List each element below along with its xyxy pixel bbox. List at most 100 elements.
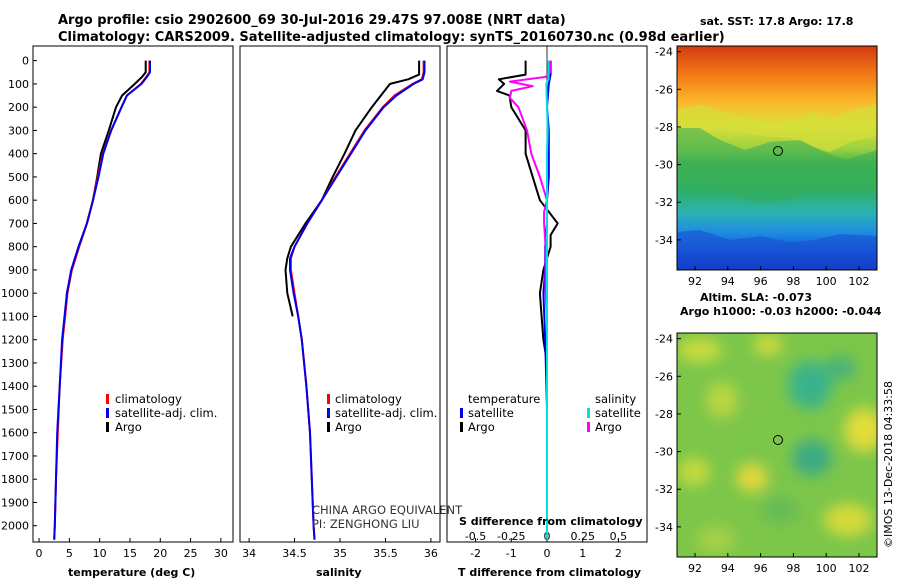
salinity-legend: climatology satellite-adj. clim. Argo (327, 392, 437, 434)
map-x-tick-label: 100 (816, 562, 837, 575)
map-y-tick-label: -26 (655, 370, 673, 383)
legend-satellite-label: satellite-adj. clim. (115, 406, 217, 420)
sst-yellow-lobe (677, 104, 877, 152)
map-y-tick-label: -28 (655, 408, 673, 421)
s-tick-label: -0.25 (497, 530, 525, 543)
s-tick-label: 0.25 (570, 530, 595, 543)
map-y-tick-label: -24 (655, 333, 673, 346)
x-tick-label: 0 (544, 547, 551, 560)
legend-climatology-label: climatology (115, 392, 182, 406)
legend-t-satellite-label: satellite (468, 406, 514, 420)
temperature-legend: climatology satellite-adj. clim. Argo (106, 392, 217, 434)
depth-tick-label: 1700 (1, 450, 29, 463)
sla-blob (824, 504, 872, 536)
map-x-tick-label: 92 (688, 275, 702, 288)
sla-map-title-1: Altim. SLA: -0.073 (700, 291, 812, 304)
owner-line-2: PI: ZENGHONG LIU (312, 517, 420, 531)
map-y-tick-label: -26 (655, 83, 673, 96)
map-x-tick-label: 102 (848, 275, 869, 288)
map-x-tick-label: 94 (721, 562, 735, 575)
x-tick-label: 36 (424, 547, 438, 560)
legend-s-satellite-swatch (587, 408, 590, 418)
temperature-xlabel: temperature (deg C) (68, 566, 195, 579)
sla-blob (706, 382, 738, 418)
sla-blob (788, 361, 832, 409)
map-x-tick-label: 96 (754, 562, 768, 575)
depth-tick-label: 500 (8, 171, 29, 184)
s-satellite-difference-line (545, 60, 550, 540)
map-y-tick-label: -34 (655, 521, 673, 534)
legend-s-argo-swatch (587, 422, 590, 432)
map-y-tick-label: -30 (655, 446, 673, 459)
x-tick-label: 15 (123, 547, 137, 560)
map-y-tick-label: -30 (655, 159, 673, 172)
sla-y-axis: -24 -26 -28 -30 -32 -34 (655, 333, 681, 534)
satellite-adj-clim--salinity-line (289, 60, 426, 540)
sla-map (677, 333, 877, 557)
sst-x-axis: 92 94 96 98 100 102 (688, 266, 869, 288)
depth-tick-label: 0 (22, 55, 29, 68)
t-difference-xlabel: T difference from climatology (458, 566, 641, 579)
sla-blob (678, 458, 710, 486)
depth-tick-label: 800 (8, 241, 29, 254)
sla-map-title-2: Argo h1000: -0.03 h2000: -0.044 (680, 305, 882, 318)
map-x-tick-label: 96 (754, 275, 768, 288)
legend-climatology-swatch (106, 394, 109, 404)
title-line-2: Climatology: CARS2009. Satellite-adjuste… (58, 30, 725, 45)
imos-stamp: ©IMOS 13-Dec-2018 04:33:58 (882, 381, 895, 548)
t-argo-difference-line (496, 60, 559, 364)
x-tick-label: 1 (579, 547, 586, 560)
legend-t-argo-label: Argo (468, 420, 495, 434)
x-tick-label: 35.5 (373, 547, 398, 560)
depth-tick-label: 600 (8, 194, 29, 207)
depth-tick-label: 1200 (1, 334, 29, 347)
depth-tick-label: 1000 (1, 287, 29, 300)
sla-blob (844, 408, 877, 452)
legend-temperature-title: temperature (468, 392, 540, 406)
sla-blob (792, 440, 832, 476)
x-tick-label: -1 (506, 547, 517, 560)
depth-tick-label: 1800 (1, 473, 29, 486)
sla-blob (678, 338, 722, 362)
map-y-tick-label: -28 (655, 121, 673, 134)
map-x-tick-label: 98 (786, 562, 800, 575)
depth-tick-label: 400 (8, 148, 29, 161)
float-location-marker (773, 435, 783, 445)
x-tick-label: 20 (153, 547, 167, 560)
legend-salinity-title: salinity (595, 392, 636, 406)
sst-blue-band (677, 230, 877, 270)
sst-map (677, 46, 877, 270)
sst-y-axis: -24 -26 -28 -30 -32 -34 (655, 46, 681, 247)
legend-climatology-swatch (327, 394, 330, 404)
map-y-tick-label: -34 (655, 234, 673, 247)
x-tick-label: 5 (66, 547, 73, 560)
sst-map-title: sat. SST: 17.8 Argo: 17.8 (700, 15, 853, 28)
satellite-adj-clim--temperature-line (53, 60, 151, 540)
depth-tick-label: 1300 (1, 357, 29, 370)
sla-anomaly-blobs (678, 335, 877, 554)
sla-blob (736, 464, 768, 492)
legend-argo-swatch (106, 422, 109, 432)
legend-argo-swatch (327, 422, 330, 432)
sst-map-frame (676, 45, 878, 271)
depth-tick-label: 1600 (1, 427, 29, 440)
map-x-tick-label: 94 (721, 275, 735, 288)
map-y-tick-label: -32 (655, 196, 673, 209)
s-argo-difference-line (508, 60, 551, 317)
map-y-tick-label: -24 (655, 46, 673, 59)
legend-satellite-swatch (327, 408, 330, 418)
float-location-marker (773, 146, 783, 156)
legend-satellite-label: satellite-adj. clim. (335, 406, 437, 420)
depth-tick-label: 700 (8, 217, 29, 230)
legend-s-argo-label: Argo (595, 420, 622, 434)
s-tick-label: 0.5 (610, 530, 628, 543)
x-tick-label: 2 (615, 547, 622, 560)
s-difference-label: S difference from climatology (459, 515, 643, 528)
sla-x-axis: 92 94 96 98 100 102 (688, 553, 869, 575)
s-tick-label: -0.5 (465, 530, 486, 543)
temperature-x-axis: 0 5 10 15 20 25 30 (36, 538, 228, 560)
map-x-tick-label: 100 (816, 275, 837, 288)
sst-green-tongue (677, 128, 877, 204)
x-tick-label: 35 (333, 547, 347, 560)
